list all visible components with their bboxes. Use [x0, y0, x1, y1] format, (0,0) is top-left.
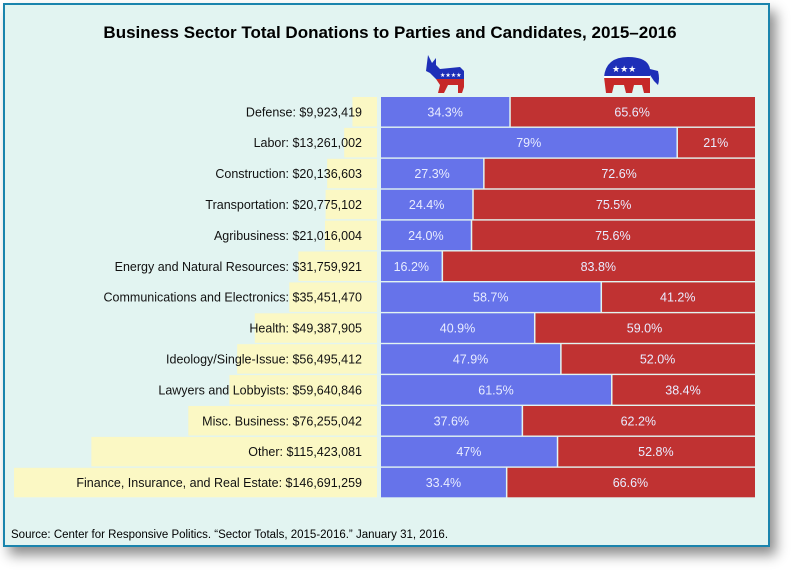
total-bar — [327, 158, 377, 189]
category-label: Agribusiness: $21,016,004 — [214, 229, 362, 243]
democrat-pct-label: 61.5% — [478, 383, 513, 397]
democrat-bar — [381, 97, 510, 127]
republican-bar — [677, 127, 755, 158]
republican-bar — [523, 406, 755, 436]
republican-bar — [535, 313, 755, 343]
category-label: Construction: $20,136,603 — [215, 167, 362, 181]
republican-elephant-icon: ★★★ — [604, 57, 659, 93]
democrat-pct-label: 37.6% — [434, 414, 469, 428]
republican-bar — [558, 436, 755, 467]
republican-pct-label: 75.5% — [596, 198, 631, 212]
chart-title: Business Sector Total Donations to Parti… — [103, 23, 677, 42]
republican-bar — [561, 344, 755, 374]
republican-pct-label: 21% — [703, 136, 728, 150]
democrat-pct-label: 24.0% — [408, 229, 443, 243]
republican-pct-label: 83.8% — [581, 260, 616, 274]
democrat-pct-label: 79% — [516, 136, 541, 150]
democrat-bar — [381, 220, 471, 251]
category-label: Finance, Insurance, and Real Estate: $14… — [76, 476, 362, 490]
democrat-pct-label: 40.9% — [440, 322, 475, 336]
republican-bar — [510, 97, 755, 127]
democrat-bar — [381, 189, 473, 220]
democrat-bar — [381, 467, 506, 498]
republican-pct-label: 66.6% — [613, 476, 648, 490]
republican-pct-label: 62.2% — [621, 414, 656, 428]
category-label: Other: $115,423,081 — [248, 445, 362, 459]
republican-bar — [484, 158, 755, 189]
republican-pct-label: 41.2% — [660, 291, 695, 305]
total-bar — [237, 344, 377, 374]
total-bar — [325, 189, 377, 220]
democrat-bar — [381, 251, 442, 281]
democrat-bar — [381, 158, 484, 189]
republican-bar — [612, 375, 755, 405]
republican-pct-label: 52.0% — [640, 352, 675, 366]
democrat-bar — [381, 127, 677, 158]
category-label: Ideology/Single-Issue: $56,495,412 — [166, 352, 362, 366]
total-bar — [91, 436, 377, 467]
source-note: Source: Center for Responsive Politics. … — [11, 529, 449, 541]
republican-pct-label: 65.6% — [614, 105, 649, 119]
republican-bar — [602, 282, 755, 312]
republican-bar — [507, 467, 755, 498]
total-bar — [344, 127, 377, 158]
democrat-pct-label: 34.3% — [427, 105, 462, 119]
democrat-pct-label: 33.4% — [426, 476, 461, 490]
democrat-pct-label: 16.2% — [394, 260, 429, 274]
category-label: Misc. Business: $76,255,042 — [202, 414, 362, 428]
republican-pct-label: 59.0% — [627, 322, 662, 336]
total-bar — [289, 282, 377, 312]
total-bar — [188, 406, 377, 436]
democrat-pct-label: 27.3% — [414, 167, 449, 181]
svg-text:★★★★: ★★★★ — [440, 72, 462, 79]
republican-pct-label: 72.6% — [601, 167, 636, 181]
category-label: Transportation: $20,775,102 — [205, 198, 362, 212]
democrat-bar — [381, 375, 612, 405]
democrat-bar — [381, 406, 522, 436]
total-bar — [298, 251, 377, 281]
republican-bar — [473, 189, 755, 220]
svg-text:★★★: ★★★ — [612, 64, 636, 74]
democrat-pct-label: 24.4% — [409, 198, 444, 212]
democratic-donkey-icon: ★★★★ — [426, 55, 464, 93]
democrat-pct-label: 58.7% — [473, 291, 508, 305]
democrat-pct-label: 47.9% — [453, 352, 488, 366]
democrat-bar — [381, 344, 561, 374]
total-bar — [254, 313, 377, 343]
democrat-bar — [381, 313, 534, 343]
total-bar — [324, 220, 377, 251]
republican-bar — [472, 220, 755, 251]
total-bar — [229, 375, 377, 405]
republican-pct-label: 52.8% — [638, 445, 673, 459]
democrat-bar — [381, 436, 557, 467]
republican-bar — [443, 251, 755, 281]
democrat-pct-label: 47% — [456, 445, 481, 459]
total-bar — [14, 467, 377, 498]
category-label: Labor: $13,261,002 — [254, 136, 362, 150]
category-label: Defense: $9,923,419 — [246, 105, 362, 119]
category-label: Energy and Natural Resources: $31,759,92… — [115, 260, 362, 274]
total-bar — [352, 97, 377, 127]
category-label: Lawyers and Lobbyists: $59,640,846 — [158, 383, 362, 397]
category-label: Health: $49,387,905 — [249, 322, 362, 336]
category-label: Communications and Electronics: $35,451,… — [104, 291, 363, 305]
democrat-bar — [381, 282, 601, 312]
republican-pct-label: 75.6% — [595, 229, 630, 243]
republican-pct-label: 38.4% — [665, 383, 700, 397]
